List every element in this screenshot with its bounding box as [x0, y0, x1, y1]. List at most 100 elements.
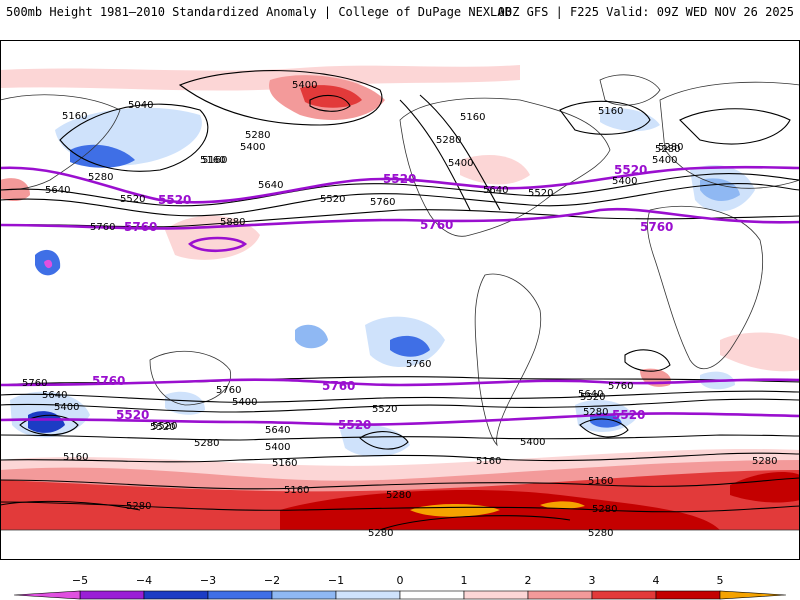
anomaly-neg5-wpac-trop	[44, 259, 53, 269]
contour-label: 5640	[578, 389, 603, 400]
contour-line	[0, 209, 800, 228]
colorbar-bin	[271, 590, 337, 600]
contour-label: 5280	[368, 528, 393, 539]
contour-label: 5640	[42, 390, 67, 401]
north-america-outline	[399, 97, 611, 237]
contour-line	[419, 94, 501, 211]
anomaly-pos5-south2	[540, 501, 585, 509]
contour-line	[0, 452, 800, 463]
height-contours-black	[0, 70, 800, 531]
contour-label: 5400	[520, 437, 545, 448]
contour-line	[59, 103, 209, 172]
colorbar-bins	[79, 590, 721, 600]
anomaly-neg2-epac	[390, 335, 430, 357]
contour-label-purple: 5520	[338, 418, 371, 432]
contour-label: 5400	[265, 442, 290, 453]
anomaly-neg1-aus	[165, 391, 205, 415]
world-map: 5400 5040 5160 5160 5280 5400 5160 5280 …	[0, 40, 800, 560]
contour-label: 5160	[476, 456, 501, 467]
contour-label: 5280	[386, 490, 411, 501]
contour-label: 5520	[152, 421, 177, 432]
colorbar-bin	[79, 590, 145, 600]
contour-line	[559, 100, 651, 135]
colorbar-bin	[143, 590, 209, 600]
contour-label: 5280	[194, 438, 219, 449]
contour-label: 5520	[120, 194, 145, 205]
contour-label: 5280	[658, 142, 683, 153]
anomaly-colorbar: −5 −4 −3 −2 −1 0 1 2 3 4 5	[13, 574, 787, 600]
contour-label: 5400	[240, 142, 265, 153]
contour-line	[309, 94, 351, 112]
contour-label: 5760	[406, 359, 431, 370]
contour-line	[19, 414, 79, 436]
contour-5520-south	[0, 412, 800, 426]
contour-label-purple: 5760	[92, 374, 125, 388]
colorbar-tick-label: 1	[461, 574, 468, 587]
contour-label: 5760	[90, 222, 115, 233]
contour-label: 5160	[272, 458, 297, 469]
colorbar-tick-label: −4	[136, 574, 152, 587]
contour-label-purple: 5520	[158, 193, 191, 207]
colorbar-bin	[527, 590, 593, 600]
south-america-outline	[474, 273, 542, 447]
colorbar-tick-label: −3	[200, 574, 216, 587]
contour-line	[0, 398, 800, 413]
contour-labels-purple: 5520 5520 5520 5760 5760 5760 5760 5760 …	[92, 163, 673, 432]
contour-line	[679, 108, 791, 145]
contour-5760-south	[0, 378, 800, 387]
contour-line	[178, 70, 383, 126]
contour-5880-ring	[188, 236, 248, 253]
contour-label: 5160	[460, 112, 485, 123]
anomaly-pos1-africa	[720, 332, 800, 372]
contour-line	[0, 500, 141, 511]
contour-label: 5520	[372, 404, 397, 415]
colorbar-tick-label: −5	[72, 574, 88, 587]
contour-label: 5160	[284, 485, 309, 496]
colorbar-tick-label: 2	[525, 574, 532, 587]
contour-label-purple: 5760	[640, 220, 673, 234]
contour-label: 5520	[580, 392, 605, 403]
contour-label: 5640	[45, 185, 70, 196]
contour-line	[0, 477, 800, 490]
contour-label: 5760	[370, 197, 395, 208]
contour-label-purple: 5760	[420, 218, 453, 232]
contour-line	[399, 99, 471, 211]
contour-line	[0, 501, 800, 513]
contour-label: 5280	[88, 172, 113, 183]
colorbar-tick-label: 4	[653, 574, 660, 587]
anomaly-neg3-nwpac	[70, 144, 135, 168]
contour-line	[579, 418, 629, 438]
contour-label: 5400	[54, 402, 79, 413]
asia-west-outline	[0, 94, 121, 191]
contour-label: 5160	[63, 452, 88, 463]
colorbar-bin	[591, 590, 657, 600]
colorbar-tick-labels: −5 −4 −3 −2 −1 0 1 2 3 4 5	[72, 574, 724, 587]
contour-label: 5280	[588, 528, 613, 539]
contour-label: 5280	[245, 130, 270, 141]
contour-label: 5160	[588, 476, 613, 487]
contour-label: 5400	[612, 176, 637, 187]
contour-label: 5880	[220, 217, 245, 228]
contour-line	[0, 390, 800, 403]
contour-label-purple: 5520	[612, 408, 645, 422]
contour-label: 5640	[265, 425, 290, 436]
contour-label: 5280	[655, 144, 680, 155]
colorbar-tick-label: 3	[589, 574, 596, 587]
contour-label: 5280	[436, 135, 461, 146]
contour-label: 5400	[448, 158, 473, 169]
colorbar-bin	[655, 590, 721, 600]
contour-label: 5520	[528, 188, 553, 199]
contour-label-purple: 5520	[614, 163, 647, 177]
contour-label: 5280	[592, 504, 617, 515]
chart-title: 500mb Height 1981–2010 Standardized Anom…	[6, 5, 512, 19]
contour-label: 5640	[258, 180, 283, 191]
contour-5520-north	[0, 165, 800, 204]
anomaly-pos3-nepac	[300, 85, 362, 108]
colorbar-low-arrow	[13, 590, 81, 600]
contour-label: 5400	[652, 155, 677, 166]
anomaly-neg3-satl	[590, 412, 622, 428]
anomaly-neg2-cpac	[295, 324, 328, 349]
colorbar-bin	[207, 590, 273, 600]
colorbar-tick-label: 0	[397, 574, 404, 587]
colorbar-tick-label: 5	[717, 574, 724, 587]
